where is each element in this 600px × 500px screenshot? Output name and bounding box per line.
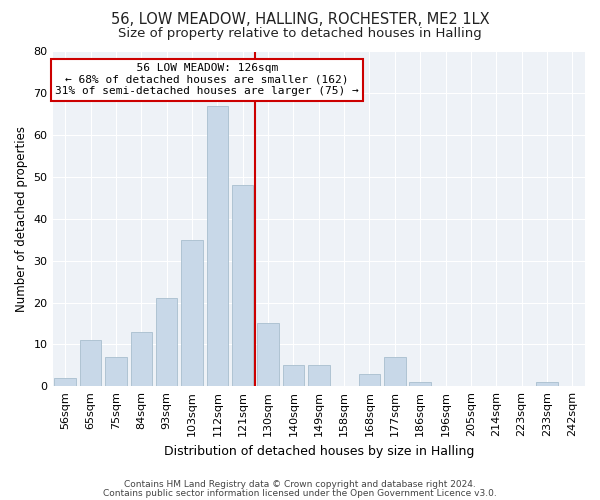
Text: Contains HM Land Registry data © Crown copyright and database right 2024.: Contains HM Land Registry data © Crown c… bbox=[124, 480, 476, 489]
Bar bbox=[80, 340, 101, 386]
Bar bbox=[536, 382, 558, 386]
Bar bbox=[181, 240, 203, 386]
Text: Size of property relative to detached houses in Halling: Size of property relative to detached ho… bbox=[118, 28, 482, 40]
Text: 56, LOW MEADOW, HALLING, ROCHESTER, ME2 1LX: 56, LOW MEADOW, HALLING, ROCHESTER, ME2 … bbox=[110, 12, 490, 28]
Bar bbox=[232, 186, 253, 386]
Bar bbox=[55, 378, 76, 386]
Bar bbox=[156, 298, 178, 386]
Text: Contains public sector information licensed under the Open Government Licence v3: Contains public sector information licen… bbox=[103, 488, 497, 498]
Bar bbox=[131, 332, 152, 386]
Bar bbox=[384, 357, 406, 386]
Y-axis label: Number of detached properties: Number of detached properties bbox=[15, 126, 28, 312]
X-axis label: Distribution of detached houses by size in Halling: Distribution of detached houses by size … bbox=[164, 444, 474, 458]
Bar bbox=[206, 106, 228, 386]
Bar bbox=[257, 324, 279, 386]
Bar bbox=[359, 374, 380, 386]
Text: 56 LOW MEADOW: 126sqm  
← 68% of detached houses are smaller (162)
31% of semi-d: 56 LOW MEADOW: 126sqm ← 68% of detached … bbox=[55, 63, 359, 96]
Bar bbox=[283, 366, 304, 386]
Bar bbox=[105, 357, 127, 386]
Bar bbox=[409, 382, 431, 386]
Bar bbox=[308, 366, 329, 386]
